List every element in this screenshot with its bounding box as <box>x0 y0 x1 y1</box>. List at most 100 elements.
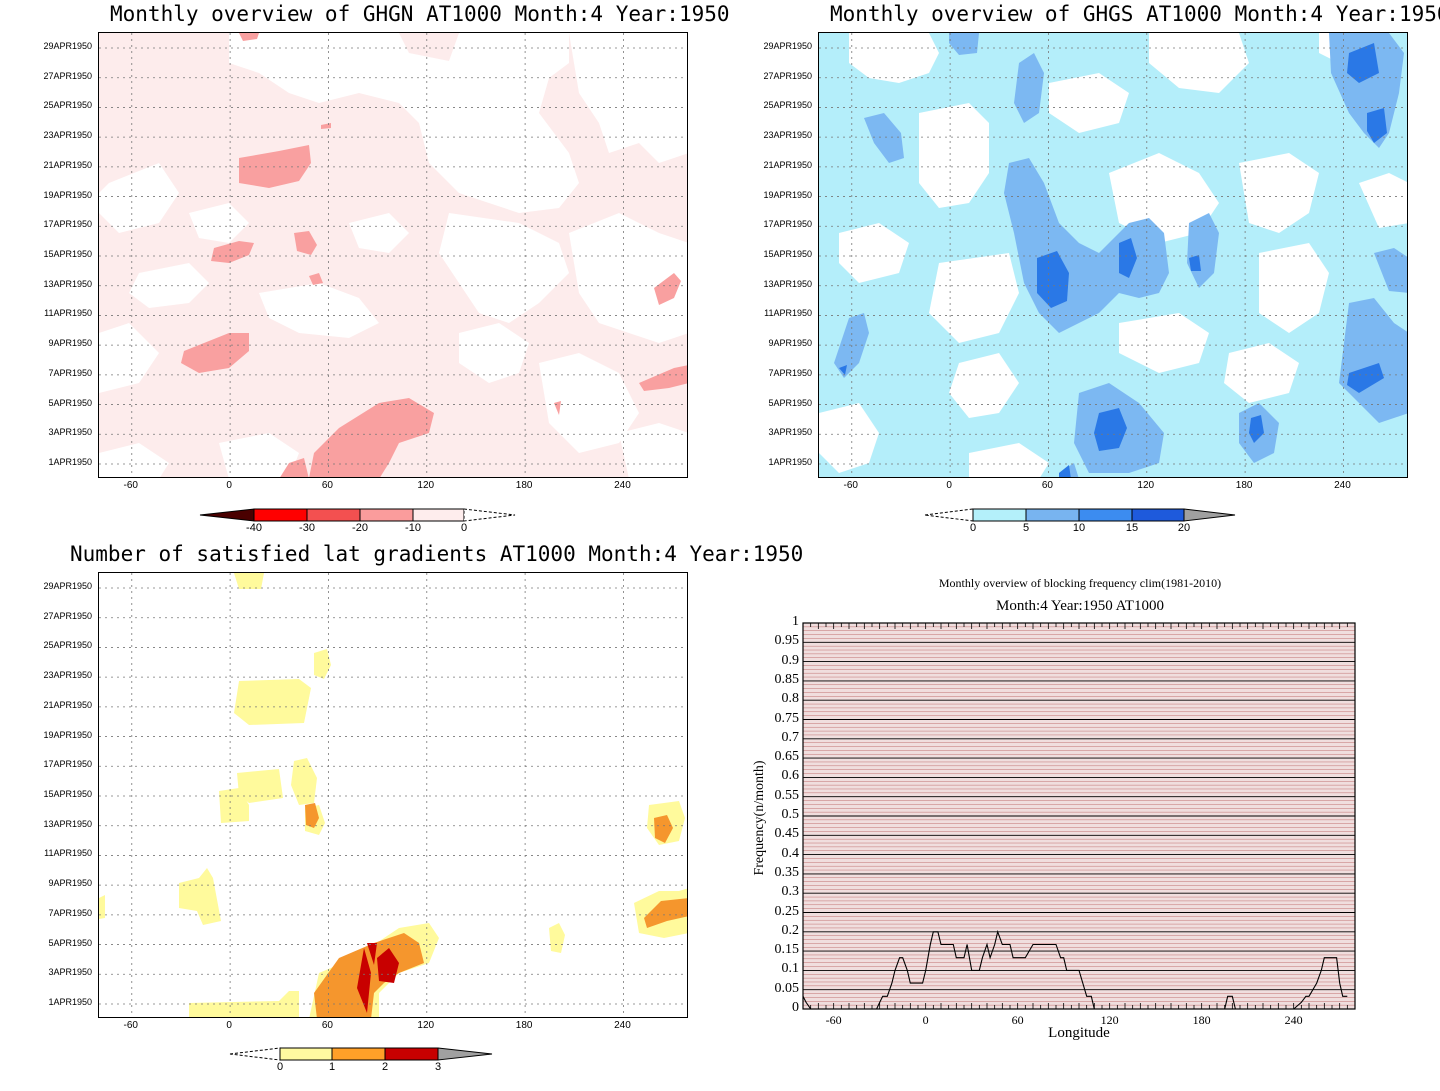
y-tick-label: 0.95 <box>739 633 799 649</box>
y-tick-label: 23APR1950 <box>2 130 92 140</box>
y-tick-label: 17APR1950 <box>2 759 92 769</box>
y-tick-label: 23APR1950 <box>722 130 812 140</box>
y-tick-label: 15APR1950 <box>2 249 92 259</box>
y-tick-label: 7APR1950 <box>2 368 92 378</box>
colorbar-swatch <box>230 1048 280 1060</box>
y-tick-label: 1APR1950 <box>2 997 92 1007</box>
colorbar-swatch <box>385 1048 438 1060</box>
y-tick-label: 7APR1950 <box>2 908 92 918</box>
y-tick-label: 21APR1950 <box>2 160 92 170</box>
x-tick-label: 0 <box>929 480 969 491</box>
colorbar-swatch <box>1026 509 1079 521</box>
colorbar-swatch <box>925 509 973 521</box>
y-tick-label: 25APR1950 <box>722 100 812 110</box>
colorbar-tick: -30 <box>287 522 327 534</box>
y-tick-label: 0.05 <box>739 981 799 997</box>
y-tick-label: 19APR1950 <box>722 190 812 200</box>
y-tick-label: 17APR1950 <box>2 219 92 229</box>
y-tick-label: 3APR1950 <box>2 427 92 437</box>
y-tick-label: 0.45 <box>739 826 799 842</box>
colorbar-swatch <box>413 509 464 521</box>
x-tick-label: 240 <box>602 1020 642 1031</box>
y-tick-label: 3APR1950 <box>722 427 812 437</box>
y-tick-label: 23APR1950 <box>2 670 92 680</box>
colorbar-tick: -20 <box>340 522 380 534</box>
chart-title: Number of satisfied lat gradients AT1000… <box>70 542 803 566</box>
x-tick-label: 0 <box>209 480 249 491</box>
colorbar-tick: 0 <box>953 522 993 534</box>
colorbar-tick: 1 <box>312 1061 352 1073</box>
y-tick-label: 0.65 <box>739 749 799 765</box>
y-tick-label: 13APR1950 <box>722 279 812 289</box>
contour-map <box>99 33 688 478</box>
y-tick-label: 25APR1950 <box>2 100 92 110</box>
panel-gradients: Number of satisfied lat gradients AT1000… <box>0 540 720 1091</box>
y-tick-label: 21APR1950 <box>722 160 812 170</box>
y-tick-label: 0.25 <box>739 904 799 920</box>
colorbar-swatch <box>307 509 360 521</box>
y-tick-label: 0 <box>739 1000 799 1016</box>
x-tick-label: 240 <box>602 480 642 491</box>
x-tick-label: 180 <box>1224 480 1264 491</box>
colorbar-swatch <box>1132 509 1184 521</box>
y-tick-label: 25APR1950 <box>2 640 92 650</box>
x-axis-label: Longitude <box>804 1025 1354 1042</box>
y-tick-label: 5APR1950 <box>722 398 812 408</box>
x-tick-label: 120 <box>406 480 446 491</box>
y-tick-label: 13APR1950 <box>2 819 92 829</box>
chart-title: Monthly overview of GHGN AT1000 Month:4 … <box>110 2 730 26</box>
colorbar-tick: 20 <box>1164 522 1204 534</box>
line-plot <box>803 623 1355 1009</box>
x-tick-label: -60 <box>814 1013 854 1028</box>
y-tick-label: 9APR1950 <box>2 878 92 888</box>
chart-title: Monthly overview of GHGS AT1000 Month:4 … <box>830 2 1440 26</box>
colorbar-tick: -40 <box>234 522 274 534</box>
plot-area <box>818 32 1408 478</box>
colorbar-swatch <box>1079 509 1132 521</box>
x-tick-label: 60 <box>307 480 347 491</box>
x-tick-label: 60 <box>307 1020 347 1031</box>
colorbar-tick: 5 <box>1006 522 1046 534</box>
y-tick-label: 13APR1950 <box>2 279 92 289</box>
y-tick-label: 0.15 <box>739 942 799 958</box>
y-tick-label: 21APR1950 <box>2 700 92 710</box>
y-tick-label: 0.1 <box>739 961 799 977</box>
y-tick-label: 0.85 <box>739 672 799 688</box>
y-tick-label: 15APR1950 <box>722 249 812 259</box>
colorbar-swatch <box>438 1048 492 1060</box>
colorbar-tick: 2 <box>365 1061 405 1073</box>
x-tick-label: -60 <box>831 480 871 491</box>
x-tick-label: 180 <box>504 1020 544 1031</box>
y-tick-label: 11APR1950 <box>722 308 812 318</box>
contour-map <box>99 573 688 1018</box>
y-tick-label: 9APR1950 <box>2 338 92 348</box>
chart-title: Monthly overview of blocking frequency c… <box>720 576 1440 591</box>
chart-subtitle: Month:4 Year:1950 AT1000 <box>720 598 1440 615</box>
y-tick-label: 19APR1950 <box>2 190 92 200</box>
panel-ghgs: Monthly overview of GHGS AT1000 Month:4 … <box>720 0 1440 545</box>
y-tick-label: 0.8 <box>739 691 799 707</box>
colorbar-tick: -10 <box>393 522 433 534</box>
y-tick-label: 0.4 <box>739 846 799 862</box>
y-tick-label: 3APR1950 <box>2 967 92 977</box>
y-tick-label: 19APR1950 <box>2 730 92 740</box>
y-tick-label: 0.6 <box>739 768 799 784</box>
y-tick-label: 5APR1950 <box>2 398 92 408</box>
x-tick-label: -60 <box>111 1020 151 1031</box>
panel-blocking-frequency: Monthly overview of blocking frequency c… <box>720 540 1440 1091</box>
y-tick-label: 0.7 <box>739 730 799 746</box>
colorbar-tick: 0 <box>444 522 484 534</box>
colorbar-swatch <box>280 1048 332 1060</box>
plot-area <box>98 32 688 478</box>
y-tick-label: 27APR1950 <box>2 71 92 81</box>
y-tick-label: 1 <box>739 614 799 630</box>
y-tick-label: 0.5 <box>739 807 799 823</box>
y-tick-label: 0.55 <box>739 788 799 804</box>
y-tick-label: 11APR1950 <box>2 848 92 858</box>
x-tick-label: 120 <box>1126 480 1166 491</box>
y-tick-label: 0.3 <box>739 884 799 900</box>
x-tick-label: 0 <box>906 1013 946 1028</box>
colorbar-swatch <box>200 509 254 521</box>
x-tick-label: 180 <box>1182 1013 1222 1028</box>
colorbar-tick: 15 <box>1112 522 1152 534</box>
